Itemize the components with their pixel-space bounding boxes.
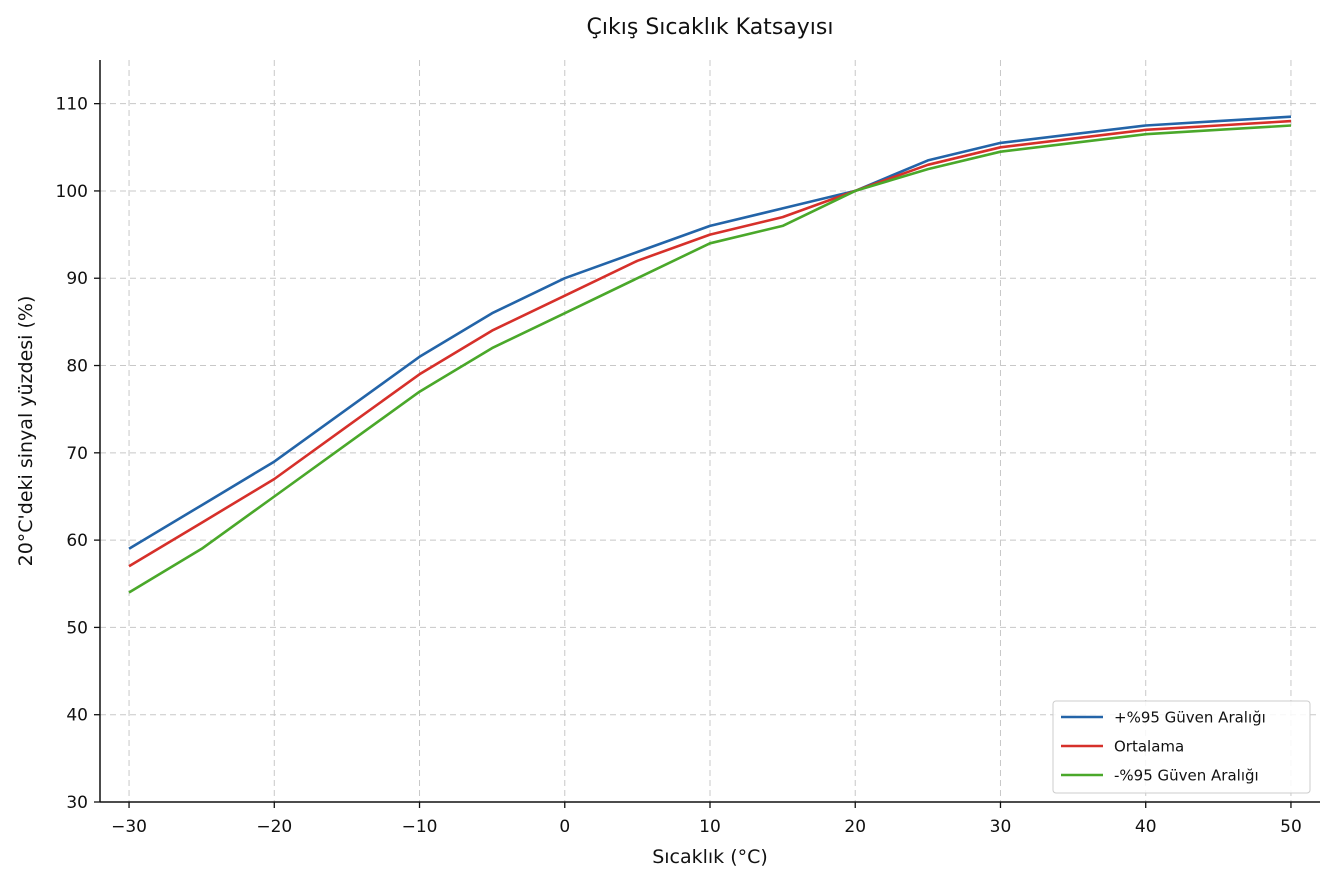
y-tick-label: 90 [66, 269, 88, 289]
legend-entry-label: -%95 Güven Aralığı [1114, 767, 1259, 785]
y-tick-label: 80 [66, 357, 88, 377]
y-tick-label: 60 [66, 531, 88, 551]
legend-box [1052, 700, 1311, 794]
y-axis-label: 20°C'deki sinyal yüzdesi (%) [15, 296, 37, 567]
legend: +%95 Güven Aralığı Ortalama -%95 Güven Ara… [1052, 700, 1311, 794]
x-tick-label: 30 [990, 817, 1012, 837]
ticks: −30 −20 −10 0 10 20 30 40 50 30 40 50 60 70 80 90 100 110 [56, 95, 1302, 837]
y-tick-label: 70 [66, 444, 88, 464]
legend-entry-label: Ortalama [1114, 738, 1184, 756]
series-line-2 [128, 119, 1292, 568]
y-tick-label: 100 [56, 182, 88, 202]
x-tick-label: 50 [1280, 817, 1302, 837]
x-tick-label: 0 [559, 817, 570, 837]
y-tick-label: 110 [56, 95, 88, 115]
y-tick-label: 30 [66, 793, 88, 813]
x-tick-label: −30 [111, 817, 147, 837]
y-tick-label: 40 [66, 706, 88, 726]
series-line-3 [128, 124, 1292, 594]
x-tick-label: 10 [699, 817, 721, 837]
x-tick-label: −10 [402, 817, 438, 837]
legend-entry-label: +%95 Güven Aralığı [1114, 709, 1266, 727]
grid-lines [100, 60, 1320, 802]
x-axis-label: Sıcaklık (°C) [652, 846, 768, 868]
x-tick-label: 40 [1135, 817, 1157, 837]
y-tick-label: 50 [66, 618, 88, 638]
x-tick-label: 20 [844, 817, 866, 837]
x-tick-label: −20 [256, 817, 292, 837]
chart-title: Çıkış Sıcaklık Katsayısı [587, 15, 834, 40]
series-line-1 [128, 115, 1292, 550]
series-lines [128, 115, 1292, 594]
